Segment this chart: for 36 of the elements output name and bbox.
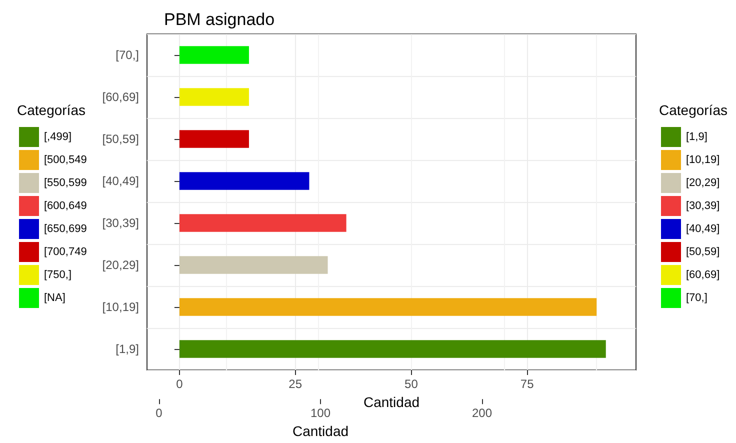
- y-tick-label: [70,]: [116, 48, 139, 62]
- legend-label: [70,]: [686, 292, 708, 304]
- y-tick-label: [10,19]: [102, 300, 139, 314]
- x-tick-label: 75: [520, 377, 534, 391]
- x-tick-label: 0: [176, 377, 184, 391]
- x-tick-label: 50: [404, 377, 418, 391]
- x-tick-label: 25: [288, 377, 302, 391]
- legend-label: [20,29]: [686, 177, 720, 189]
- legend-label: [600,649: [44, 200, 87, 212]
- legend-label: [40,49]: [686, 223, 720, 235]
- x2-tick-label: 200: [472, 406, 492, 420]
- text: Categorías: [17, 102, 86, 118]
- legend-label: [NA]: [44, 292, 66, 304]
- y-tick-label: [1,9]: [116, 342, 139, 356]
- y-tick-label: [50,59]: [102, 132, 139, 146]
- x2-tick-label: 0: [156, 406, 163, 420]
- x-axis-title: Cantidad: [363, 394, 420, 410]
- chart-title: PBM asignado: [164, 10, 275, 29]
- x2-tick-label: 100: [310, 406, 331, 420]
- x2-axis-title: Cantidad: [292, 423, 349, 439]
- y-tick-label: [40,49]: [102, 174, 139, 188]
- legend-label: [60,69]: [686, 269, 720, 281]
- legend-label: [750,]: [44, 269, 72, 281]
- legend-label: [,499]: [44, 131, 72, 143]
- legend-label: [10,19]: [686, 154, 720, 166]
- legend-label: [500,549: [44, 154, 87, 166]
- legend-label: [650,699: [44, 223, 87, 235]
- legend-label: [30,39]: [686, 200, 720, 212]
- legend-title: Categorías: [659, 102, 728, 118]
- y-tick-label: [20,29]: [102, 258, 139, 272]
- y-tick-label: [60,69]: [102, 90, 139, 104]
- y-tick-label: [30,39]: [102, 216, 139, 230]
- legend-label: [1,9]: [686, 131, 708, 143]
- legend-label: [50,59]: [686, 246, 720, 258]
- legend-label: [700,749: [44, 246, 87, 258]
- legend-label: [550,599: [44, 177, 87, 189]
